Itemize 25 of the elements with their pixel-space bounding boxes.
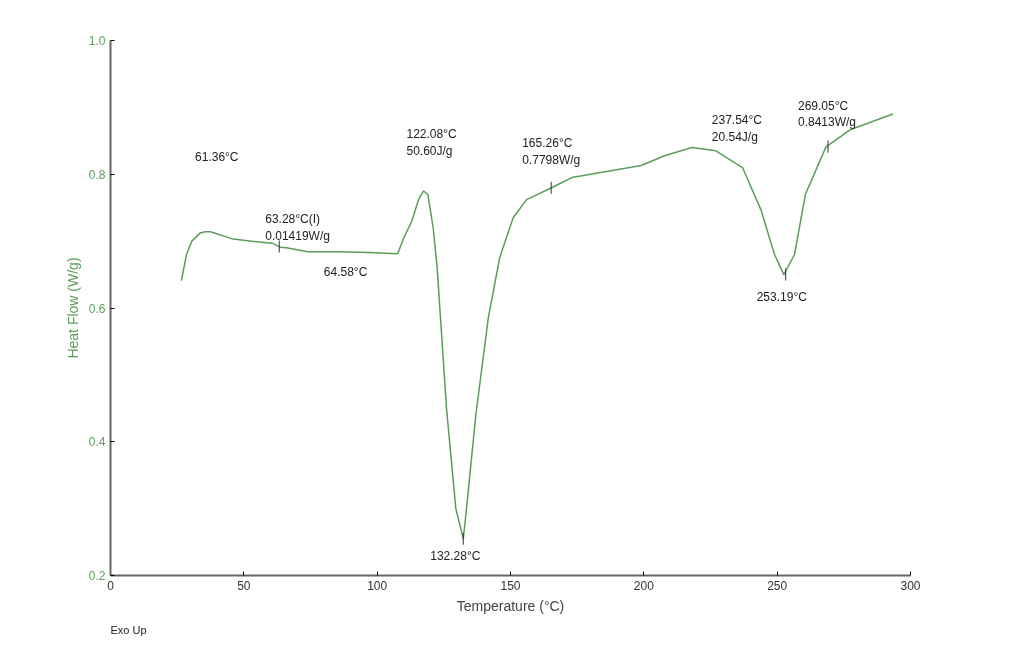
x-tick-label: 250 [767,578,788,593]
y-tick-label: 0.6 [88,301,106,316]
x-tick-label: 300 [900,578,921,593]
x-tick-label: 100 [367,578,388,593]
annotation: 61.36°C [195,150,239,165]
y-tick-label: 0.4 [88,435,106,450]
line-series [180,113,894,540]
annotation: 237.54°C 20.54J/g [711,112,763,144]
x-tick-label: 0 [107,578,115,593]
annotation: 63.28°C(I) 0.01419W/g [265,212,330,244]
y-tick-label: 0.2 [88,569,106,583]
annotation: 122.08°C 50.60J/g [406,127,457,159]
x-tick-label: 200 [633,578,655,593]
annotation: 132.28°C [430,548,481,563]
annotation: 165.26°C 0.7798W/g [522,135,581,167]
y-tick-label: 1.0 [88,34,106,48]
annotation: 269.05°C 0.8413W/g [797,98,857,130]
x-tick-label: 50 [237,578,251,593]
annotation: 253.19°C [756,289,808,304]
y-tick-label: 0.8 [88,167,106,182]
x-tick-label: 150 [500,578,521,593]
y-axis-title: Heat Flow (W/g) [64,257,81,359]
annotation: 64.58°C [323,264,368,279]
text: Exo Up [110,623,147,636]
x-axis-title: Temperature (°C) [456,597,565,614]
